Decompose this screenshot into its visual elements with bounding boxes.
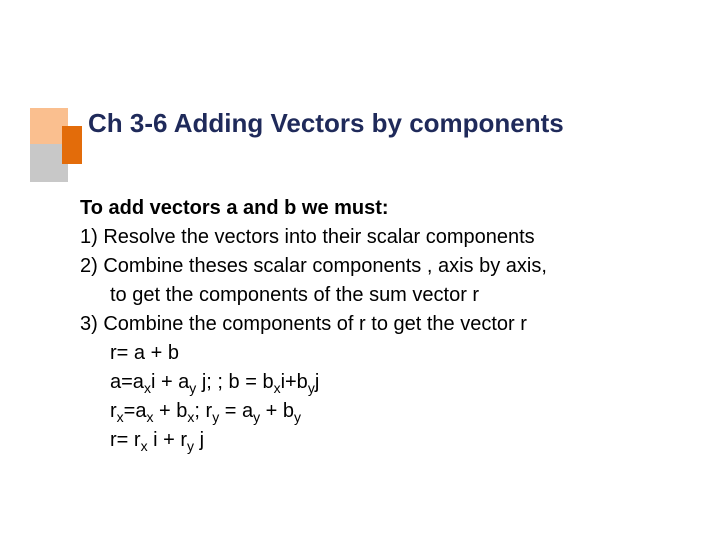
txt: j <box>315 371 319 393</box>
txt: j; ; b = b <box>196 371 273 393</box>
txt: a=a <box>110 371 144 393</box>
txt: ; r <box>194 400 212 422</box>
deco-square-dark <box>62 126 82 164</box>
txt: =a <box>124 400 147 422</box>
txt: j <box>194 429 204 451</box>
txt: i + a <box>151 371 189 393</box>
step-2b: to get the components of the sum vector … <box>80 282 690 309</box>
txt: i+b <box>281 371 308 393</box>
sub: y <box>308 380 315 396</box>
txt: + b <box>153 400 187 422</box>
step-3: 3) Combine the components of r to get th… <box>80 311 690 338</box>
step-2a: 2) Combine theses scalar components , ax… <box>80 253 690 280</box>
txt: + b <box>260 400 294 422</box>
slide-body: To add vectors a and b we must: 1) Resol… <box>80 195 690 456</box>
formula-r-vector: r= rx i + ry j <box>80 427 690 454</box>
txt: i + r <box>148 429 187 451</box>
step-1: 1) Resolve the vectors into their scalar… <box>80 224 690 251</box>
sub: x <box>274 380 281 396</box>
formula-sum: r= a + b <box>80 340 690 367</box>
sub: x <box>144 380 151 396</box>
lead-line: To add vectors a and b we must: <box>80 195 690 222</box>
sub: x <box>117 409 124 425</box>
slide-title: Ch 3-6 Adding Vectors by components <box>88 108 688 139</box>
txt: r= r <box>110 429 141 451</box>
txt: = a <box>219 400 253 422</box>
sub: y <box>187 438 194 454</box>
sub: x <box>141 438 148 454</box>
corner-decoration <box>30 108 82 182</box>
txt: r <box>110 400 117 422</box>
formula-ab-components: a=axi + ay j; ; b = bxi+byj <box>80 369 690 396</box>
formula-r-components: rx=ax + bx; ry = ay + by <box>80 398 690 425</box>
sub: y <box>294 409 301 425</box>
